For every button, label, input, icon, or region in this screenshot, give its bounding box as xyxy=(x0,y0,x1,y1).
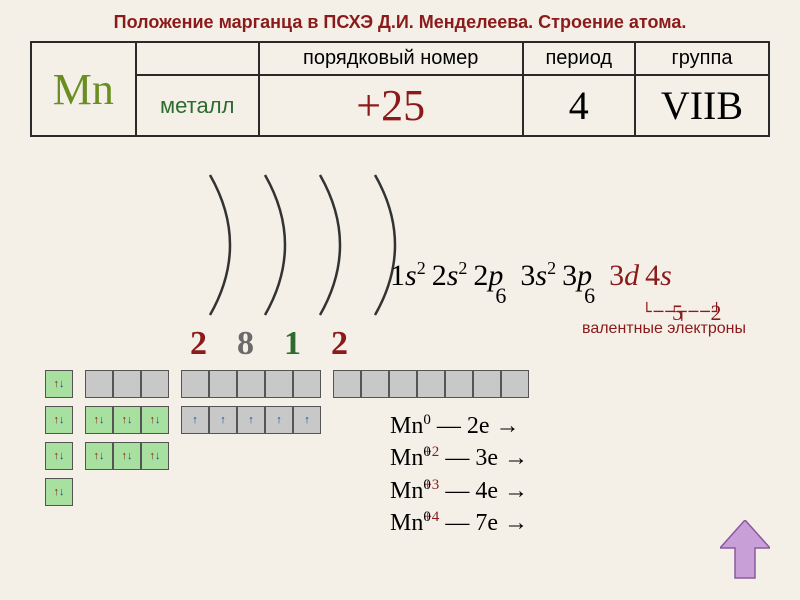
period-number: 4 xyxy=(523,75,635,136)
group-label: VIIB xyxy=(635,75,769,136)
page-title: Положение марганца в ПСХЭ Д.И. Менделеев… xyxy=(0,0,800,41)
element-symbol: Mn xyxy=(31,42,136,136)
ionization-equations: Mn0 — 2e →Mn0+2 — 3e →Mn0+3 — 4e →Mn0+4 … xyxy=(390,410,528,540)
header-ordinal: порядковый номер xyxy=(259,42,523,75)
electron-shells xyxy=(180,155,440,325)
metal-label: металл xyxy=(136,75,259,136)
header-period: период xyxy=(523,42,635,75)
valence-label: валентные электроны xyxy=(582,320,746,338)
shell-electron-counts: 2812 xyxy=(190,325,378,363)
element-table: Mn порядковый номер период группа металл… xyxy=(30,41,770,137)
nav-up-arrow-icon[interactable] xyxy=(720,520,770,580)
ordinal-number: +25 xyxy=(259,75,523,136)
header-group: группа xyxy=(635,42,769,75)
electron-configuration: 1s22s22p63s23p63d4s xyxy=(390,258,678,293)
